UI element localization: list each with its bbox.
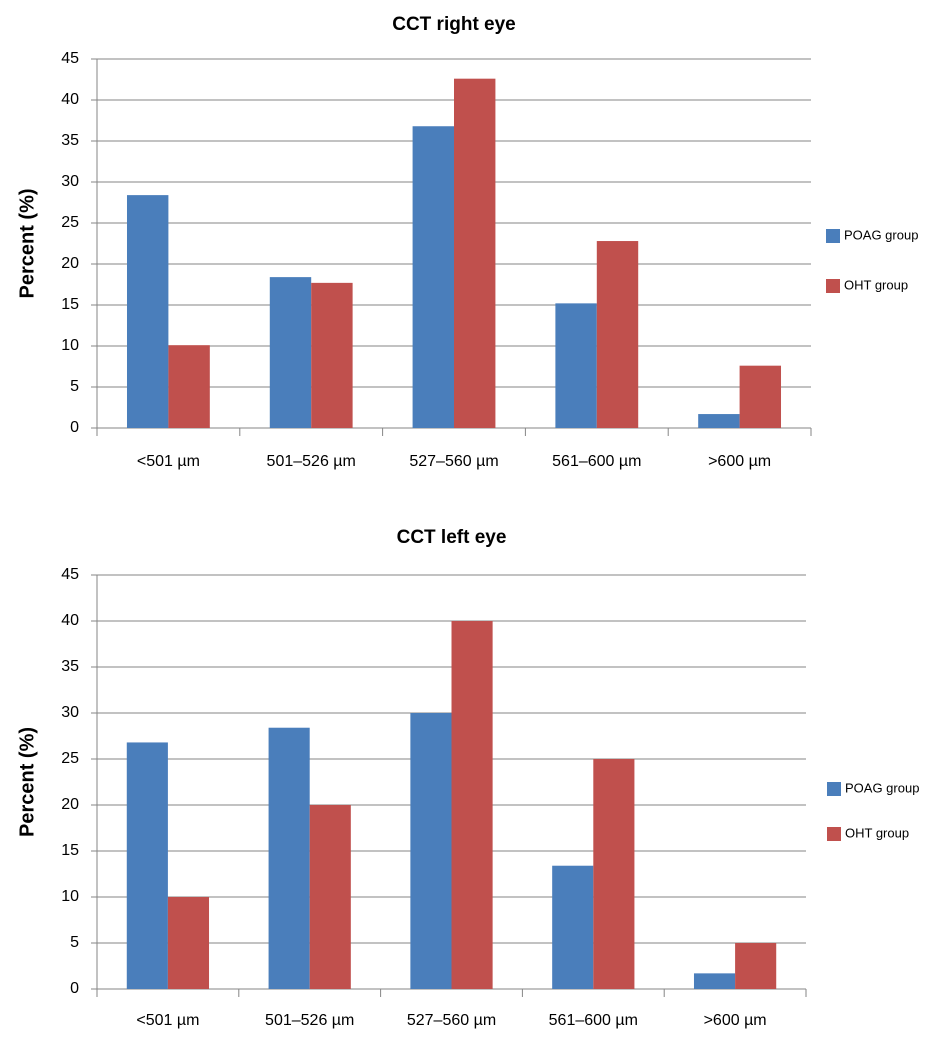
bar-oht xyxy=(309,805,351,989)
chart-right-eye: CCT right eye Percent (%) 0 5 10 15 20 25 30 35 40… xyxy=(16,14,918,470)
y-tick-label: 35 xyxy=(61,132,79,149)
legend-swatch xyxy=(827,782,841,796)
x-tick-label: >600 µm xyxy=(704,1012,767,1029)
y-tick-label: 40 xyxy=(61,612,79,629)
y-tick-label: 0 xyxy=(70,980,79,997)
y-tick-label: 5 xyxy=(70,378,79,395)
y-tick-label: 45 xyxy=(61,566,79,583)
bar-oht xyxy=(168,345,210,428)
x-tick-label: 561–600 µm xyxy=(549,1012,638,1029)
y-tick-label: 10 xyxy=(61,337,79,354)
y-tick-label: 45 xyxy=(61,50,79,67)
y-tick-label: 25 xyxy=(61,214,79,231)
x-tick-label: 527–560 µm xyxy=(407,1012,496,1029)
y-tick-label: 40 xyxy=(61,91,79,108)
x-tick-label: >600 µm xyxy=(708,453,771,470)
x-tick-label: 527–560 µm xyxy=(409,453,498,470)
bar-poag xyxy=(693,973,736,989)
legend-label: OHT group xyxy=(845,825,909,840)
y-axis-label: Percent (%) xyxy=(16,188,38,298)
bar-oht xyxy=(596,241,639,428)
y-tick-label: 10 xyxy=(61,888,79,905)
y-tick-label: 25 xyxy=(61,750,79,767)
y-tick-label: 15 xyxy=(61,842,79,859)
bar-oht xyxy=(593,759,635,989)
x-tick-label: 561–600 µm xyxy=(552,453,641,470)
y-axis-label: Percent (%) xyxy=(16,727,38,837)
x-tick-label: <501 µm xyxy=(137,453,200,470)
bar-oht xyxy=(311,282,353,428)
bar-poag xyxy=(268,727,310,989)
y-tick-label: 35 xyxy=(61,658,79,675)
legend-label: POAG group xyxy=(844,227,918,242)
y-tick-label: 15 xyxy=(61,296,79,313)
bar-oht xyxy=(735,943,777,989)
chart-title: CCT left eye xyxy=(397,527,507,548)
x-tick-label: 501–526 µm xyxy=(267,453,356,470)
bar-poag xyxy=(126,195,169,428)
bar-poag xyxy=(552,865,594,989)
y-tick-label: 0 xyxy=(70,419,79,436)
legend-label: OHT group xyxy=(844,277,908,292)
y-tick-label: 5 xyxy=(70,934,79,951)
chart-left-eye: CCT left eye Percent (%) 0 5 10 15 20 25 30 35 40 4… xyxy=(16,527,919,1029)
y-tick-label: 20 xyxy=(61,796,79,813)
x-tick-label: <501 µm xyxy=(136,1012,199,1029)
legend-swatch xyxy=(827,827,841,841)
bar-oht xyxy=(451,621,493,989)
bar-poag xyxy=(698,414,740,428)
bar-poag xyxy=(410,713,452,989)
bar-oht xyxy=(167,897,210,989)
bar-poag xyxy=(412,126,454,429)
y-tick-label: 30 xyxy=(61,704,79,721)
bar-poag xyxy=(269,277,312,428)
bar-oht xyxy=(454,78,496,429)
bar-poag xyxy=(126,742,168,989)
bar-oht xyxy=(739,365,782,428)
legend-label: POAG group xyxy=(845,780,919,795)
legend-swatch xyxy=(826,279,840,293)
y-tick-label: 30 xyxy=(61,173,79,190)
x-tick-label: 501–526 µm xyxy=(265,1012,354,1029)
legend-swatch xyxy=(826,229,840,243)
chart-title: CCT right eye xyxy=(392,14,516,35)
bar-poag xyxy=(555,303,597,428)
y-tick-label: 20 xyxy=(61,255,79,272)
